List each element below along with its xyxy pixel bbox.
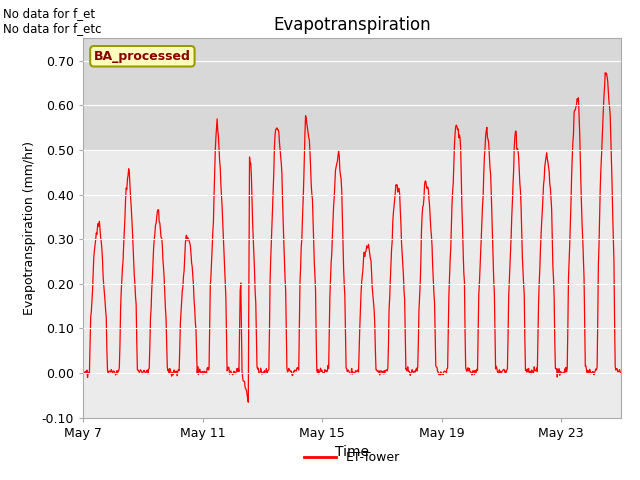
X-axis label: Time: Time xyxy=(335,445,369,459)
Bar xyxy=(83,38,621,150)
Y-axis label: Evapotranspiration (mm/hr): Evapotranspiration (mm/hr) xyxy=(23,141,36,315)
Text: BA_processed: BA_processed xyxy=(94,50,191,63)
Legend: ET-Tower: ET-Tower xyxy=(300,446,404,469)
Text: No data for f_et
No data for f_etc: No data for f_et No data for f_etc xyxy=(3,7,102,35)
Title: Evapotranspiration: Evapotranspiration xyxy=(273,16,431,34)
